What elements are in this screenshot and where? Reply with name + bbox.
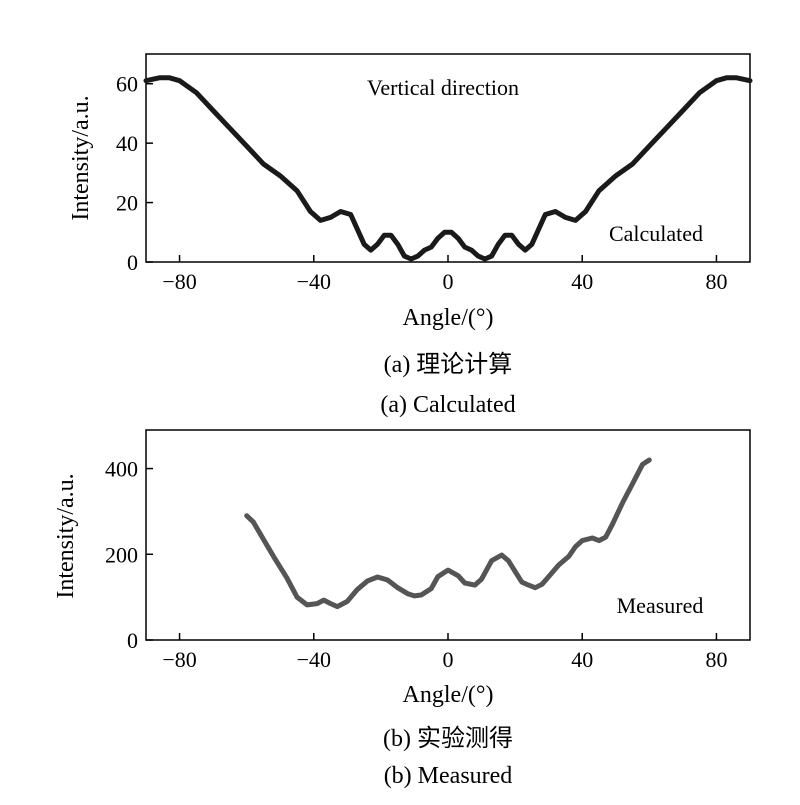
- panel-a-xtick-label: −80: [162, 269, 196, 294]
- panel-a-ytick-label: 0: [127, 250, 138, 275]
- panel-a-annotation-top: Vertical direction: [367, 75, 519, 100]
- panel-a-annotation-right: Calculated: [609, 221, 703, 246]
- panel-a-series-line: [143, 75, 753, 262]
- panel-b-series-line: [244, 457, 652, 610]
- panel-a-xlabel: Angle/(°): [403, 305, 494, 331]
- panel-b-xtick-label: 40: [571, 647, 593, 672]
- panel-b-xtick-label: −40: [297, 647, 331, 672]
- panel-b-xtick-label: −80: [162, 647, 196, 672]
- panel-b-caption-cn: (b) 实验测得: [383, 725, 513, 752]
- panel-a-caption-en: (a) Calculated: [380, 392, 515, 418]
- panel-b-annotation-right: Measured: [617, 593, 704, 618]
- panel-a-marks: −80 −40 0 40 80 0 20 40 60: [116, 72, 753, 294]
- panel-a-ytick-label: 20: [116, 191, 138, 216]
- panel-b-ytick-label: 0: [127, 628, 138, 653]
- panel-a-ytick-label: 60: [116, 72, 138, 97]
- panel-b-ylabel: Intensity/a.u.: [53, 473, 79, 598]
- panel-a-caption-cn: (a) 理论计算: [384, 351, 513, 378]
- panel-b-ytick-label: 400: [105, 457, 138, 482]
- panel-b-marks: −80 −40 0 40 80 0 200 400: [105, 457, 727, 672]
- panel-a: −80 −40 0 40 80 0 20 40 60 Vertical direction Ca…: [68, 53, 753, 418]
- panel-a-ylabel: Intensity/a.u.: [68, 95, 94, 220]
- panel-a-ytick-label: 40: [116, 131, 138, 156]
- panel-a-xtick-label: −40: [297, 269, 331, 294]
- panel-b-xtick-label: 0: [443, 647, 454, 672]
- panel-b-xlabel: Angle/(°): [403, 682, 494, 708]
- panel-a-xtick-label: 40: [571, 269, 593, 294]
- panel-a-xtick-label: 80: [705, 269, 727, 294]
- panel-b-ytick-label: 200: [105, 542, 138, 567]
- panel-b-caption-en: (b) Measured: [384, 763, 513, 789]
- panel-b: −80 −40 0 40 80 0 200 400 Measured Intensity/a.…: [53, 429, 751, 789]
- panel-b-xtick-label: 80: [705, 647, 727, 672]
- panel-a-xtick-label: 0: [443, 269, 454, 294]
